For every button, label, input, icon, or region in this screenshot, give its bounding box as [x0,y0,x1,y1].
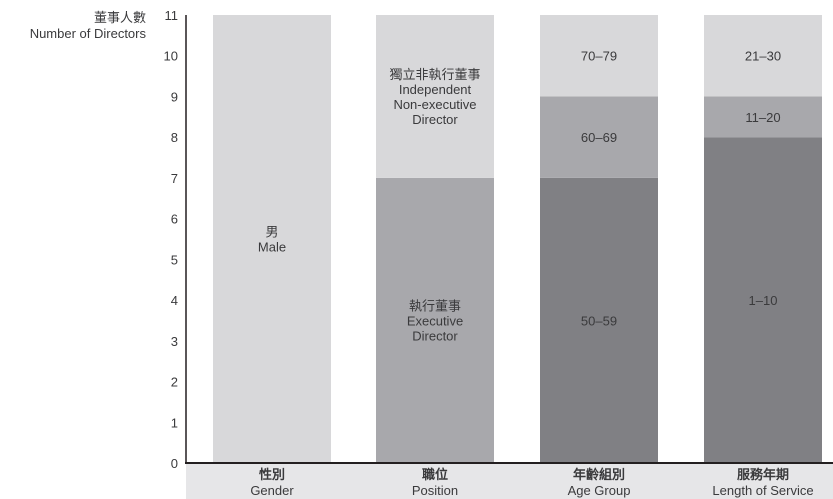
segment-label: Director [412,112,458,127]
category-label-en: Gender [250,483,294,498]
segment-label: 60–69 [581,130,617,145]
y-tick-label: 4 [171,293,178,308]
segment-label: Director [412,328,458,343]
segment-label: 男 [265,225,278,240]
category-label-band [186,463,833,499]
y-axis-title-en: Number of Directors [30,26,147,41]
y-tick-label: 5 [171,252,178,267]
segment-label: 11–20 [745,110,780,125]
bar-segment [376,15,494,178]
segment-label: 70–79 [581,49,617,64]
segment-label: Non-executive [393,97,476,112]
y-axis-title-zh: 董事人數 [94,10,146,25]
bar-segment [704,137,822,463]
segment-label: Independent [399,82,472,97]
y-tick-label: 7 [171,171,178,186]
y-tick-label: 2 [171,375,178,390]
bars-layer: 男Male執行董事ExecutiveDirector獨立非執行董事Indepen… [213,15,822,463]
y-tick-label: 1 [171,415,178,430]
bar-segment [704,15,822,97]
category-band-layer [186,463,833,499]
segment-label: 50–59 [581,313,617,328]
bar-segment [540,96,658,178]
bar-segment [540,15,658,97]
segment-label: Executive [407,313,463,328]
segment-label: 獨立非執行董事 [389,67,480,82]
segment-label: 執行董事 [409,298,461,313]
bar-segment [540,177,658,463]
y-tick-label: 10 [164,49,178,64]
y-tick-label: 8 [171,130,178,145]
y-tick-label: 0 [171,456,178,471]
category-label-zh: 性別 [259,467,285,482]
category-label-en: Length of Service [712,483,813,498]
category-label-zh: 職位 [422,467,448,482]
y-tick-label: 11 [165,8,179,23]
bar-segment [213,15,331,463]
bar-segment [376,177,494,463]
segment-label: 21–30 [745,49,781,64]
category-label-zh: 服務年期 [737,467,789,482]
segment-label: Male [258,240,286,255]
y-tick-label: 3 [171,334,178,349]
category-label-en: Position [412,483,458,498]
segment-label: 1–10 [749,293,778,308]
category-label-en: Age Group [568,483,631,498]
category-label-zh: 年齡組別 [573,467,625,482]
y-tick-label: 6 [171,212,178,227]
y-tick-label: 9 [171,89,178,104]
bar-segment [704,96,822,138]
